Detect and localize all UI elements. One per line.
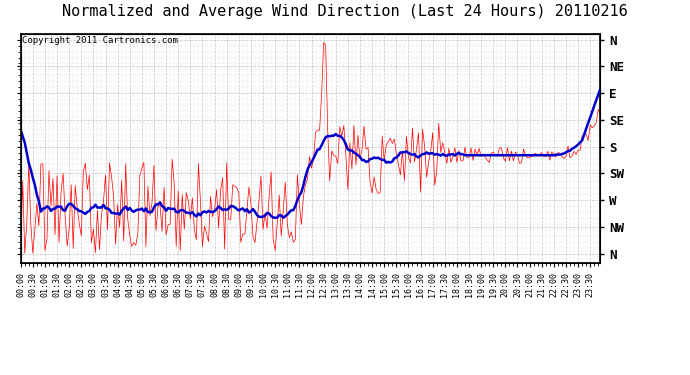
Text: Normalized and Average Wind Direction (Last 24 Hours) 20110216: Normalized and Average Wind Direction (L… <box>62 4 628 19</box>
Text: Copyright 2011 Cartronics.com: Copyright 2011 Cartronics.com <box>22 36 178 45</box>
